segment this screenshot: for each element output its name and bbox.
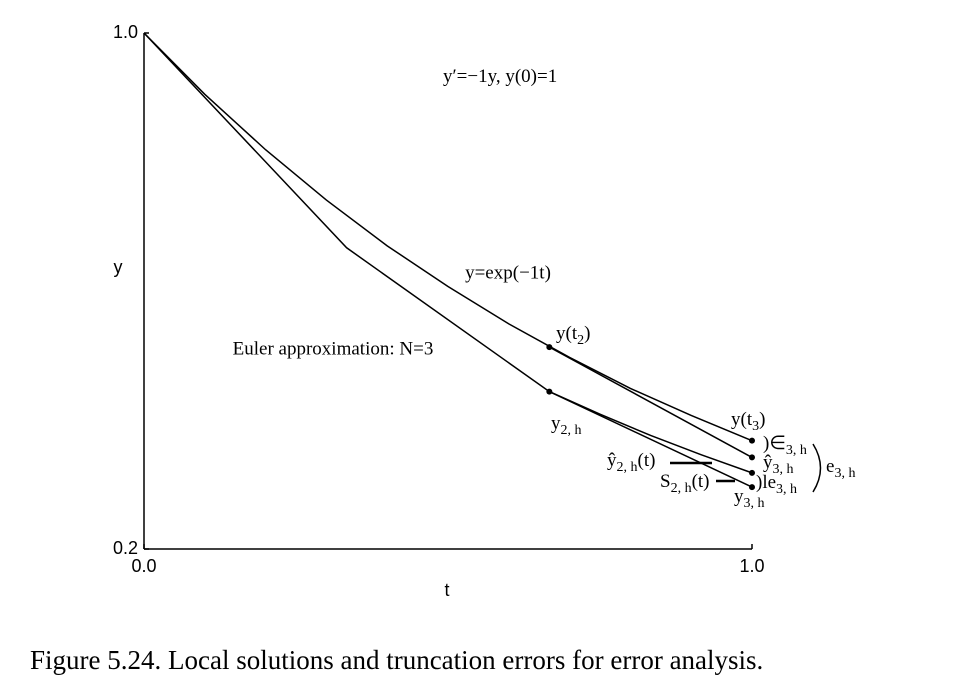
annotation-part: y(t bbox=[556, 323, 578, 344]
annotation-part: y(t bbox=[731, 409, 753, 430]
annotation-part: 3, h bbox=[744, 496, 765, 511]
line bbox=[549, 390, 753, 474]
annotation: y(t2) bbox=[556, 323, 590, 348]
annotation-part: 2 bbox=[577, 333, 584, 348]
series-label: y=exp(−1t) bbox=[465, 262, 551, 283]
x-tick-label: 0.0 bbox=[131, 556, 156, 576]
point bbox=[749, 437, 755, 444]
annotation-part: 2, h bbox=[671, 481, 692, 496]
annotation: y′=−1y, y(0)=1 bbox=[443, 66, 557, 87]
x-tick-label: 1.0 bbox=[739, 556, 764, 576]
point bbox=[749, 454, 755, 461]
annotation: )le3, h bbox=[756, 472, 797, 497]
line bbox=[548, 346, 753, 459]
annotation-part: ) bbox=[759, 409, 765, 430]
annotation-part: 3, h bbox=[773, 462, 794, 477]
annotation: )∈3, h bbox=[763, 433, 807, 458]
annotation-part: ) bbox=[584, 323, 590, 344]
annotation-part: y bbox=[551, 413, 561, 434]
y-tick-label: 1.0 bbox=[113, 22, 138, 42]
annotation-part: )le bbox=[756, 472, 776, 493]
annotation-part: (t) bbox=[692, 471, 710, 492]
x-axis-label: t bbox=[444, 580, 449, 600]
annotation: e3, h bbox=[826, 456, 855, 481]
annotation: y3, h bbox=[734, 486, 765, 511]
annotation: S2, h(t) bbox=[660, 471, 710, 496]
annotation-part: 2, h bbox=[617, 460, 638, 475]
annotation: ŷ2, h(t) bbox=[607, 450, 655, 475]
annotation-part: ŷ bbox=[763, 452, 773, 473]
annotation-part: 3, h bbox=[776, 482, 797, 497]
annotation-part: y bbox=[734, 486, 744, 507]
y-tick-label: 0.2 bbox=[113, 538, 138, 558]
annotation: ŷ3, h bbox=[763, 452, 794, 477]
point bbox=[749, 484, 755, 491]
annotation-part: (t) bbox=[638, 450, 656, 471]
annotation-part: 2, h bbox=[561, 423, 582, 438]
annotation-part: e bbox=[826, 456, 834, 477]
annotation-part: y′=−1y, y(0)=1 bbox=[443, 66, 557, 87]
line bbox=[143, 32, 753, 442]
y-axis-label: y bbox=[114, 257, 123, 277]
series-label: Euler approximation: N=3 bbox=[233, 338, 434, 359]
point bbox=[749, 469, 755, 476]
annotation-part: 3 bbox=[752, 419, 759, 434]
annotation-part: )∈ bbox=[763, 433, 786, 454]
annotation-part: 3, h bbox=[834, 466, 855, 481]
line bbox=[143, 32, 753, 488]
point bbox=[546, 344, 553, 351]
brace bbox=[812, 443, 822, 493]
annotation-part: ŷ bbox=[607, 450, 617, 471]
annotation-part: 3, h bbox=[786, 443, 807, 458]
annotation-part: S bbox=[660, 471, 671, 492]
point bbox=[546, 388, 553, 395]
caption: Figure 5.24. Local solutions and truncat… bbox=[30, 645, 763, 675]
annotation: y2, h bbox=[551, 413, 582, 438]
annotation: y(t3) bbox=[731, 409, 765, 434]
